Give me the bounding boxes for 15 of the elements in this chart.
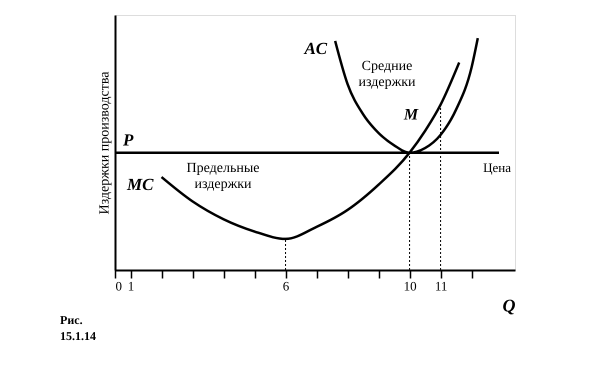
annotation: Средние издержки (358, 59, 416, 90)
x-tick-label: 11 (434, 278, 448, 294)
ref-line-label: P (122, 130, 134, 150)
x-tick-label: 1 (128, 278, 134, 294)
x-axis-title: Q (502, 296, 516, 316)
annotation: M (402, 106, 419, 124)
series-label: MC (126, 175, 154, 194)
x-tick-label: 10 (404, 278, 417, 294)
text: Рис. 15.1.14 (60, 313, 96, 343)
annotation: Цена (483, 160, 512, 175)
series-label: AC (303, 38, 328, 58)
y-axis-title: Издержки производства (98, 70, 112, 214)
x-tick-label: 6 (282, 278, 290, 294)
x-tick-label: 0 (116, 278, 122, 294)
annotation: Предельные издержки (186, 161, 260, 192)
